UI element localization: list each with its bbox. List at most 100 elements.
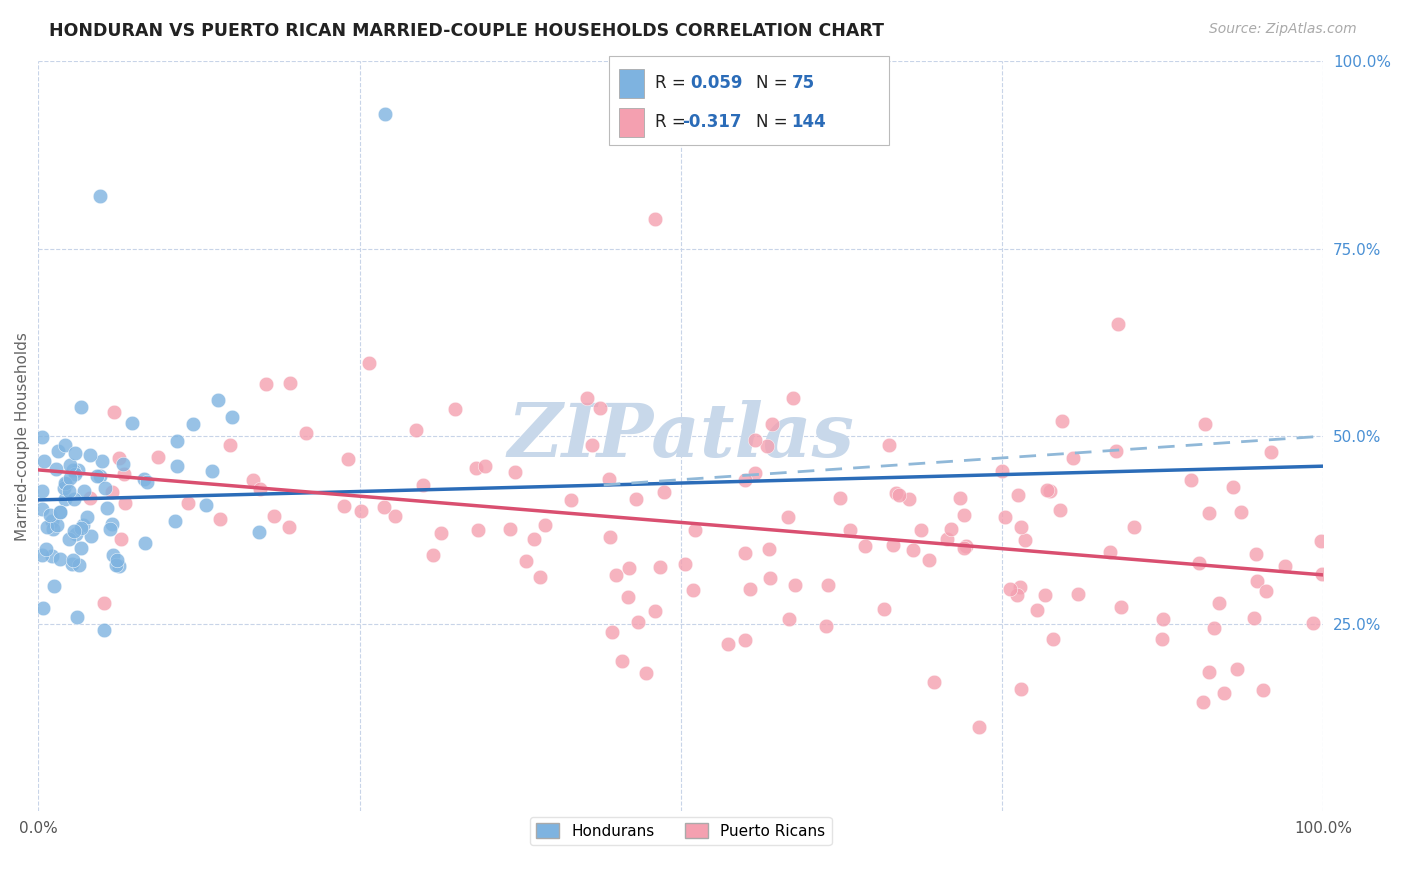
Point xyxy=(523,532,546,546)
Point xyxy=(949,491,972,506)
Point xyxy=(132,472,155,486)
Point xyxy=(1260,444,1282,458)
Point xyxy=(1244,547,1267,561)
Point xyxy=(815,619,838,633)
Point xyxy=(254,377,277,392)
Point xyxy=(58,483,80,498)
Point xyxy=(759,571,782,585)
Point xyxy=(1042,632,1064,647)
Point xyxy=(734,632,756,647)
Point xyxy=(374,106,396,120)
Point xyxy=(744,433,766,447)
Point xyxy=(756,439,779,453)
Point xyxy=(105,552,128,566)
Point xyxy=(634,665,657,680)
Point xyxy=(91,454,114,468)
Point xyxy=(38,508,60,523)
Point xyxy=(209,511,232,525)
Text: 75: 75 xyxy=(792,74,814,92)
Point xyxy=(734,546,756,560)
Point xyxy=(1222,480,1244,494)
Point xyxy=(89,189,111,203)
Point xyxy=(1010,580,1032,594)
Point xyxy=(839,523,862,537)
Point xyxy=(1010,681,1032,696)
Point xyxy=(474,458,496,473)
Text: Source: ZipAtlas.com: Source: ZipAtlas.com xyxy=(1209,22,1357,37)
Point xyxy=(86,469,108,483)
Point xyxy=(53,438,76,452)
Point xyxy=(1194,417,1216,432)
Point xyxy=(935,532,957,546)
Point xyxy=(1191,695,1213,709)
Point xyxy=(350,504,373,518)
Point xyxy=(1310,566,1333,581)
Point xyxy=(1104,443,1126,458)
Point xyxy=(166,434,188,448)
Point xyxy=(430,525,453,540)
Point xyxy=(1226,662,1249,676)
Point xyxy=(219,438,242,452)
Point xyxy=(31,483,53,498)
Point xyxy=(1109,600,1132,615)
Point xyxy=(560,493,582,508)
Point xyxy=(717,637,740,651)
Point xyxy=(740,582,762,596)
Point xyxy=(955,539,977,553)
Point xyxy=(42,579,65,593)
Point xyxy=(1229,505,1251,519)
Point xyxy=(96,500,118,515)
Point xyxy=(1243,611,1265,625)
Point xyxy=(991,464,1014,478)
Point xyxy=(443,401,465,416)
Point xyxy=(465,461,488,475)
Point xyxy=(101,548,124,562)
Point xyxy=(617,560,640,574)
Point xyxy=(65,446,87,460)
Point xyxy=(1049,503,1071,517)
Point xyxy=(55,477,77,491)
Point xyxy=(534,518,557,533)
Point xyxy=(41,514,63,528)
Point xyxy=(373,500,395,514)
Point xyxy=(108,451,131,466)
Point xyxy=(612,654,634,668)
Point xyxy=(31,430,53,444)
Point xyxy=(853,540,876,554)
Point xyxy=(1035,588,1057,602)
Point xyxy=(589,401,612,415)
Point xyxy=(67,558,90,573)
Point xyxy=(249,482,271,496)
Legend: Hondurans, Puerto Ricans: Hondurans, Puerto Ricans xyxy=(530,816,831,845)
Point xyxy=(93,624,115,638)
Point xyxy=(598,472,620,486)
Point xyxy=(467,523,489,537)
Point xyxy=(247,525,270,540)
Point xyxy=(887,488,910,502)
Point xyxy=(1274,558,1296,573)
Point xyxy=(682,583,704,598)
Point xyxy=(1050,413,1073,427)
Point xyxy=(46,517,69,532)
Point xyxy=(644,603,666,617)
Point xyxy=(1035,483,1057,497)
Point xyxy=(114,496,136,510)
Text: N =: N = xyxy=(756,113,793,131)
Point xyxy=(53,476,76,491)
Point xyxy=(877,438,900,452)
Point xyxy=(45,462,67,476)
Point xyxy=(873,602,896,616)
Point xyxy=(52,481,75,495)
Point xyxy=(58,533,80,547)
Point xyxy=(903,542,925,557)
Point xyxy=(1098,545,1121,559)
Point xyxy=(31,501,53,516)
Point xyxy=(652,484,675,499)
Y-axis label: Married-couple Households: Married-couple Households xyxy=(15,332,30,541)
Point xyxy=(1039,484,1062,499)
Point xyxy=(42,522,65,536)
Point xyxy=(70,401,93,415)
Point xyxy=(49,552,72,566)
Point xyxy=(1122,520,1144,534)
Point xyxy=(1150,632,1173,646)
